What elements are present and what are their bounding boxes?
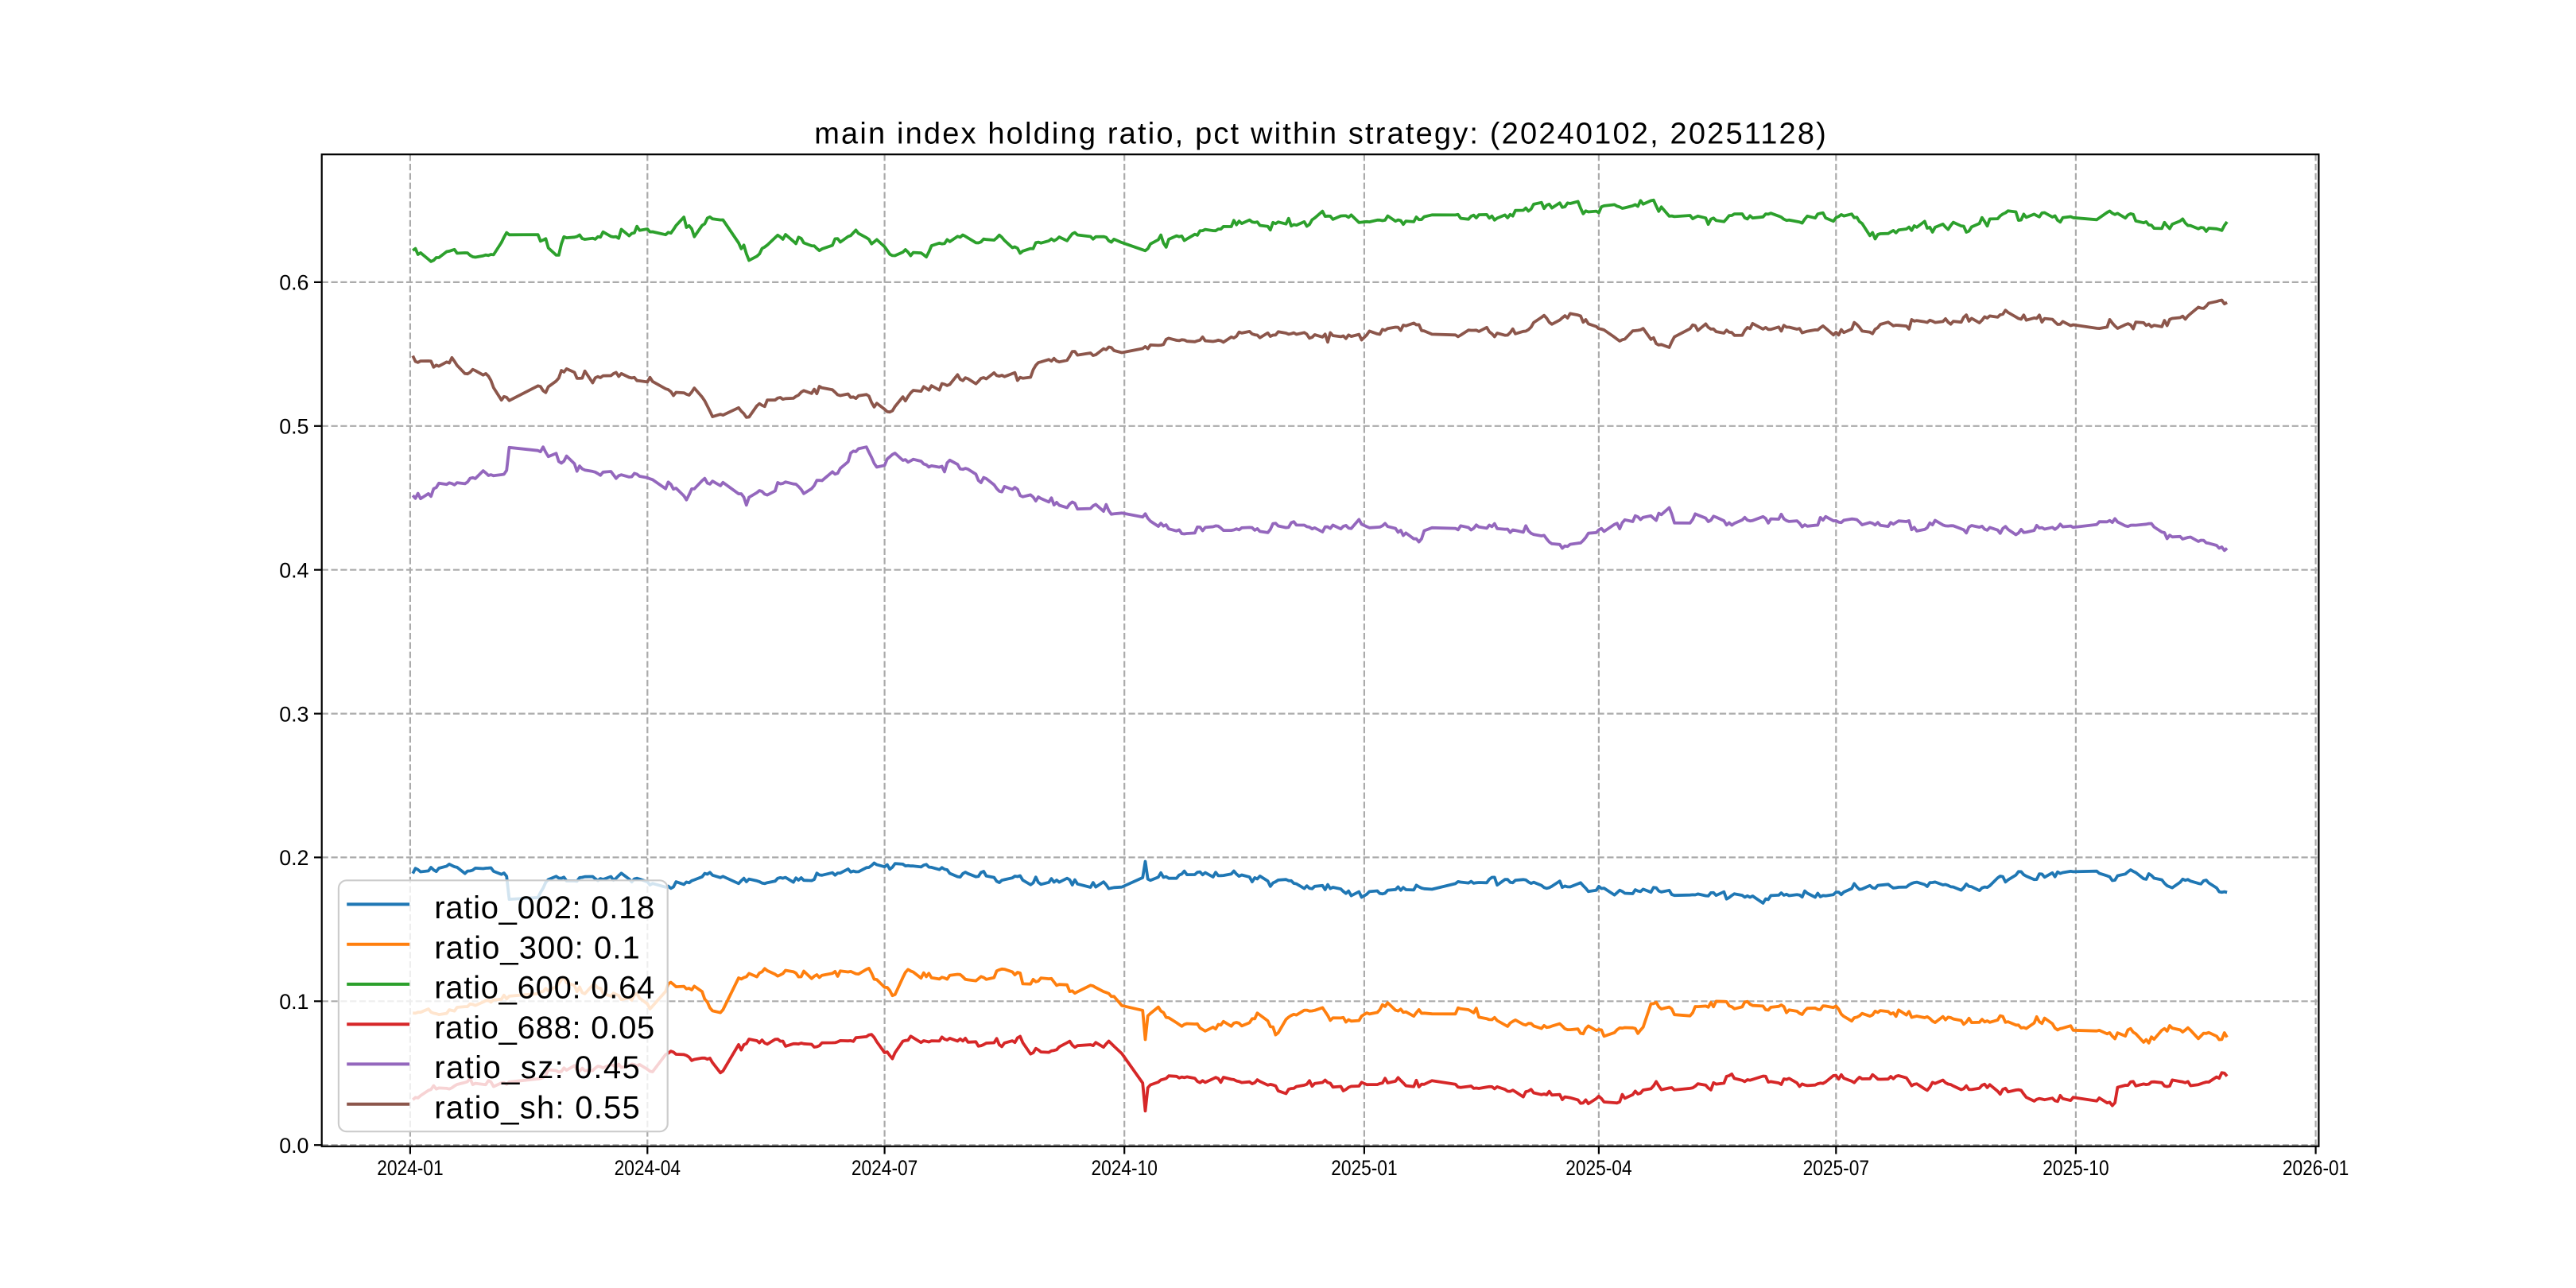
svg-text:2024-04: 2024-04 [615, 1156, 681, 1180]
svg-text:2026-01: 2026-01 [2283, 1156, 2349, 1180]
svg-text:2024-01: 2024-01 [377, 1156, 443, 1180]
svg-text:0.4: 0.4 [279, 558, 308, 582]
svg-text:2025-10: 2025-10 [2043, 1156, 2109, 1180]
svg-text:ratio_688: 0.05: ratio_688: 0.05 [434, 1011, 654, 1046]
svg-text:2024-07: 2024-07 [852, 1156, 918, 1180]
svg-text:ratio_sz: 0.45: ratio_sz: 0.45 [434, 1050, 640, 1085]
svg-text:0.6: 0.6 [279, 271, 308, 295]
svg-text:2025-04: 2025-04 [1565, 1156, 1631, 1180]
svg-text:ratio_sh: 0.55: ratio_sh: 0.55 [434, 1090, 640, 1125]
svg-text:0.2: 0.2 [279, 846, 308, 870]
svg-text:main index holding ratio, pct: main index holding ratio, pct within str… [814, 118, 1826, 151]
svg-text:ratio_300: 0.1: ratio_300: 0.1 [434, 930, 640, 965]
svg-text:2025-07: 2025-07 [1803, 1156, 1869, 1180]
svg-text:2024-10: 2024-10 [1092, 1156, 1158, 1180]
svg-text:0.1: 0.1 [279, 990, 308, 1014]
svg-text:0.0: 0.0 [279, 1134, 308, 1158]
svg-text:0.5: 0.5 [279, 415, 308, 439]
svg-text:2025-01: 2025-01 [1331, 1156, 1397, 1180]
svg-text:ratio_002: 0.18: ratio_002: 0.18 [434, 890, 654, 925]
svg-text:ratio_600: 0.64: ratio_600: 0.64 [434, 971, 654, 1006]
svg-text:0.3: 0.3 [279, 702, 308, 726]
